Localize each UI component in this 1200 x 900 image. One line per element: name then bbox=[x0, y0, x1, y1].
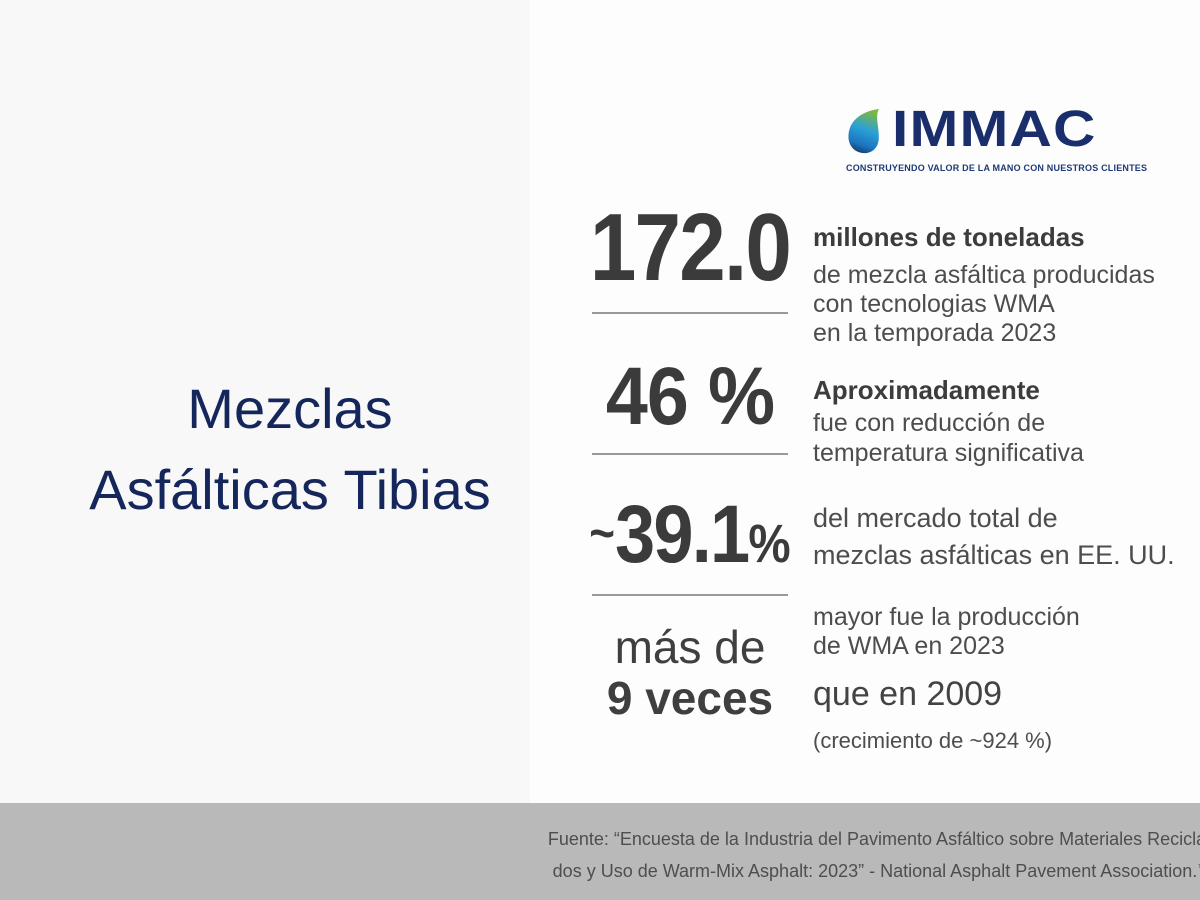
source-line-2-text: dos y Uso de Warm-Mix Asphalt: 2023” - N… bbox=[552, 861, 1198, 881]
stat-text-tons: millones de toneladas de mezcla asfáltic… bbox=[813, 221, 1193, 348]
title-line-1: Mezclas bbox=[187, 377, 393, 440]
stat-line: mayor fue la producción bbox=[813, 603, 1080, 631]
percent-suffix: % bbox=[748, 514, 791, 574]
stat-line: temperatura significativa bbox=[813, 439, 1084, 467]
stat-divider bbox=[592, 453, 788, 455]
slide-title: Mezclas Asfálticas Tibias bbox=[30, 368, 550, 530]
stat-line: con tecnologias WMA bbox=[813, 290, 1055, 318]
tilde-prefix: ~ bbox=[589, 505, 616, 561]
logo-row: IMMAC bbox=[846, 100, 1146, 157]
stat-line: mezclas asfálticas en EE. UU. bbox=[813, 540, 1175, 570]
stat-note: (crecimiento de ~924 %) bbox=[813, 728, 1053, 753]
immac-logo: IMMAC CONSTRUYENDO VALOR DE LA MANO CON … bbox=[846, 100, 1148, 173]
title-line-2: Asfálticas Tibias bbox=[89, 458, 491, 521]
trademark-symbol: ™ bbox=[1197, 863, 1200, 874]
stat-line: de mezcla asfáltica producidas bbox=[813, 261, 1155, 289]
stat-value-9x: más de 9 veces bbox=[540, 622, 840, 724]
stat-line: del mercado total de bbox=[813, 503, 1058, 533]
stat-text-39pct: del mercado total de mezclas asfálticas … bbox=[813, 500, 1193, 574]
stat-divider bbox=[592, 312, 788, 314]
stat-line: en la temporada 2023 bbox=[813, 319, 1057, 347]
source-line-2: dos y Uso de Warm-Mix Asphalt: 2023” - N… bbox=[545, 854, 1200, 886]
stat-digits: 39.1 bbox=[615, 489, 750, 580]
stat-value-tons: 172.0 bbox=[589, 194, 792, 301]
stat-value-46pct: 46 % bbox=[605, 351, 775, 442]
stat-line: fue con reducción de bbox=[813, 409, 1046, 437]
stat-emphasis: que en 2009 bbox=[813, 675, 1003, 713]
stat-value-line-1: más de bbox=[614, 621, 766, 673]
source-footer: Fuente: “Encuesta de la Industria del Pa… bbox=[0, 803, 1200, 900]
water-drop-icon bbox=[848, 108, 879, 154]
stat-label: millones de toneladas bbox=[813, 222, 1085, 252]
source-citation: Fuente: “Encuesta de la Industria del Pa… bbox=[545, 824, 1200, 886]
stat-value-line-2: 9 veces bbox=[606, 672, 774, 724]
stat-text-46pct: Aproximadamente fue con reducción de tem… bbox=[813, 374, 1193, 468]
stat-label: Aproximadamente bbox=[813, 375, 1040, 405]
stat-text-9x: mayor fue la producción de WMA en 2023 q… bbox=[813, 603, 1193, 754]
stat-line: de WMA en 2023 bbox=[813, 632, 1005, 660]
stat-divider bbox=[592, 594, 788, 596]
logo-wordmark: IMMAC bbox=[892, 100, 1097, 157]
source-line-1: Fuente: “Encuesta de la Industria del Pa… bbox=[547, 829, 1200, 849]
logo-tagline: CONSTRUYENDO VALOR DE LA MANO CON NUESTR… bbox=[846, 163, 1148, 173]
stat-value-39pct: ~39.1% bbox=[558, 492, 822, 585]
